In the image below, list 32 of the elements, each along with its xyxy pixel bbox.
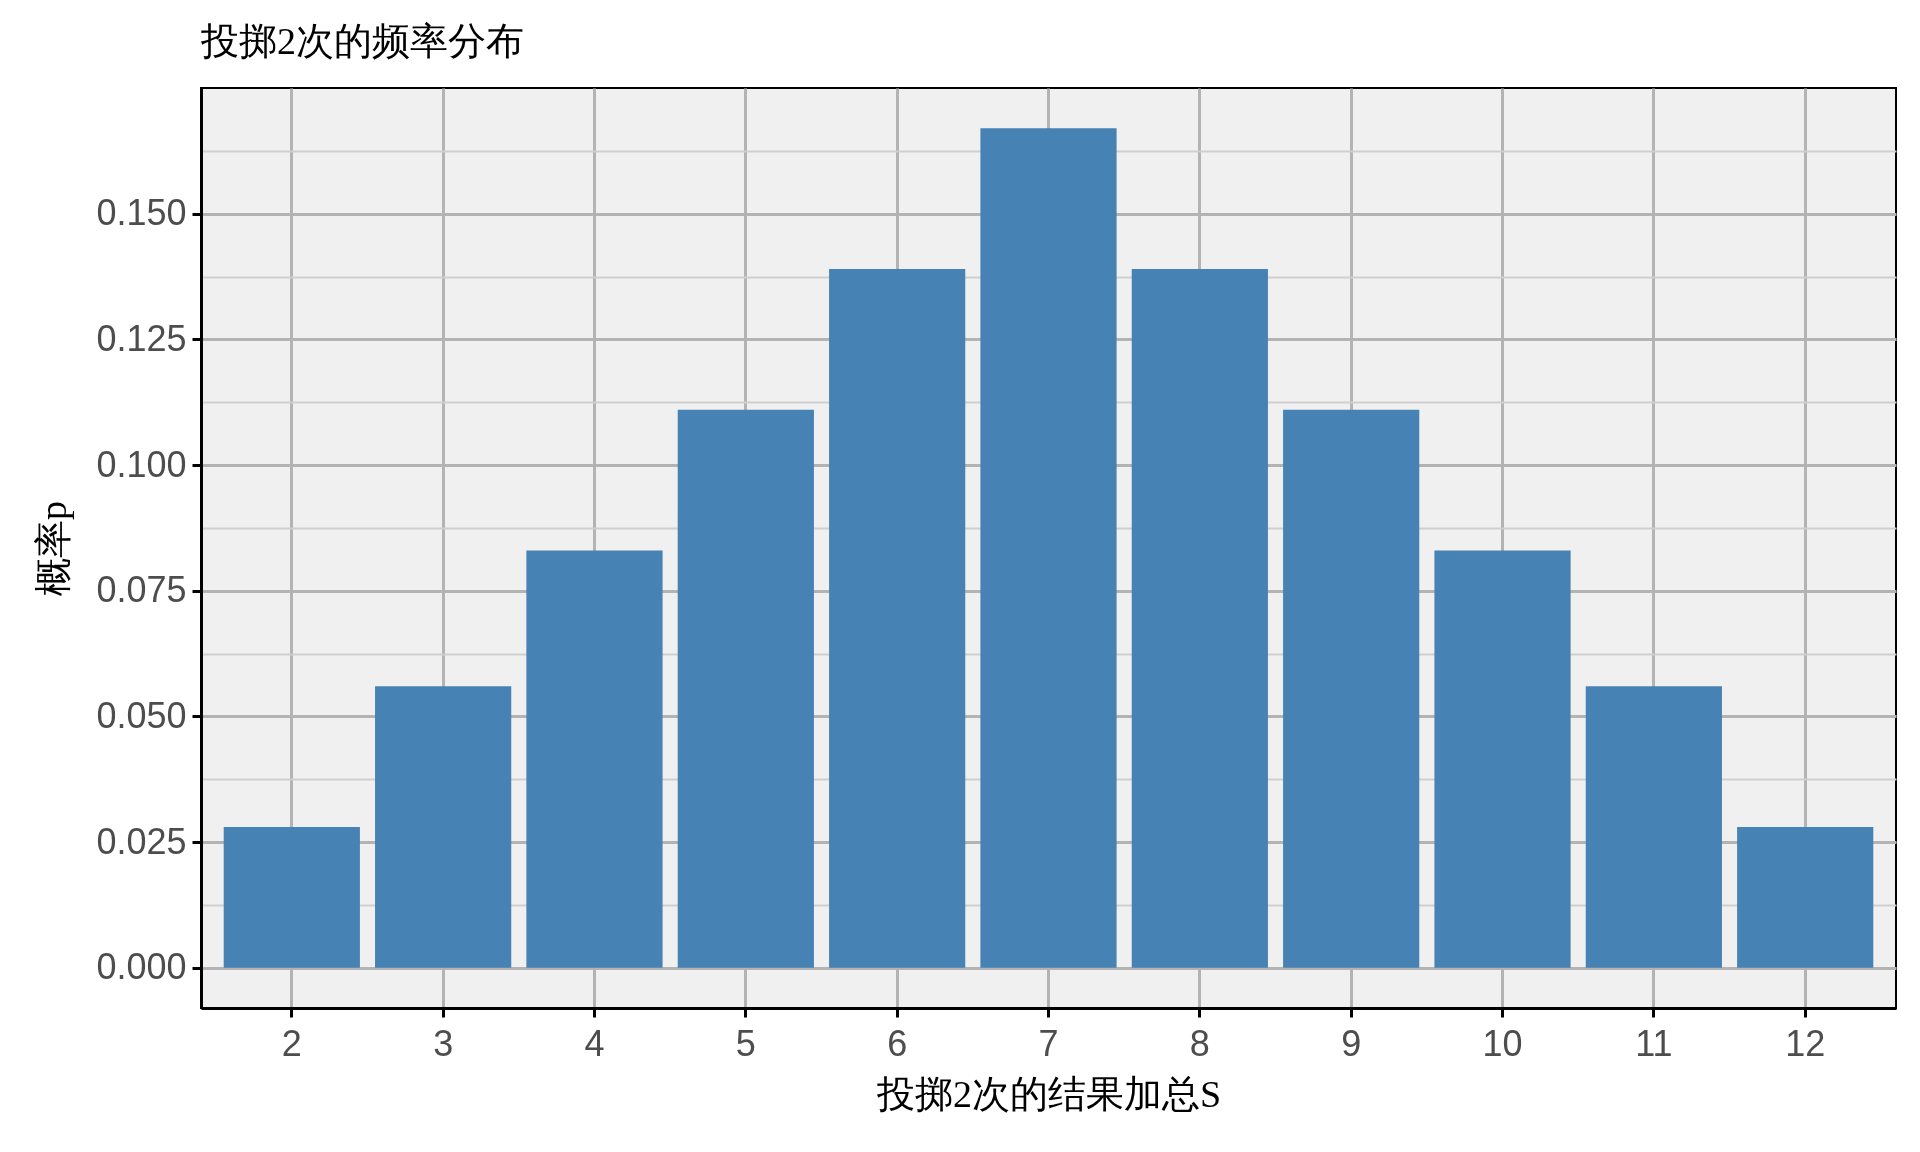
x-tick-label: 10 bbox=[1482, 1022, 1523, 1064]
x-tick-label: 7 bbox=[1038, 1022, 1059, 1064]
bar bbox=[677, 409, 814, 968]
y-tick-label: 0.125 bbox=[96, 317, 187, 359]
x-tick-label: 12 bbox=[1785, 1022, 1826, 1064]
y-tick-label: 0.075 bbox=[96, 569, 187, 611]
bar bbox=[1585, 686, 1722, 968]
x-tick-label: 9 bbox=[1341, 1022, 1362, 1064]
bar bbox=[1283, 409, 1420, 968]
bar bbox=[526, 550, 663, 968]
y-tick-label: 0.150 bbox=[96, 192, 187, 234]
bar bbox=[1737, 827, 1874, 968]
y-tick-label: 0.000 bbox=[96, 946, 187, 988]
x-tick-label: 4 bbox=[584, 1022, 605, 1064]
x-tick-label: 2 bbox=[281, 1022, 302, 1064]
bar bbox=[223, 827, 360, 968]
x-tick-label: 11 bbox=[1635, 1022, 1673, 1064]
x-tick-label: 6 bbox=[887, 1022, 908, 1064]
y-tick-label: 0.025 bbox=[96, 820, 187, 862]
x-axis-title: 投掷2次的结果加总S bbox=[875, 1072, 1222, 1115]
chart-title: 投掷2次的频率分布 bbox=[200, 20, 524, 62]
y-tick-label: 0.050 bbox=[96, 694, 187, 736]
x-tick-label: 5 bbox=[735, 1022, 756, 1064]
y-axis-title: 概率p bbox=[32, 501, 75, 596]
x-tick-label: 3 bbox=[433, 1022, 454, 1064]
x-tick-label: 8 bbox=[1189, 1022, 1210, 1064]
y-tick-label: 0.100 bbox=[96, 443, 187, 485]
bar bbox=[1434, 550, 1571, 968]
bar bbox=[1131, 268, 1268, 968]
bar bbox=[829, 268, 966, 968]
bar bbox=[980, 128, 1117, 968]
bar bbox=[375, 686, 512, 968]
